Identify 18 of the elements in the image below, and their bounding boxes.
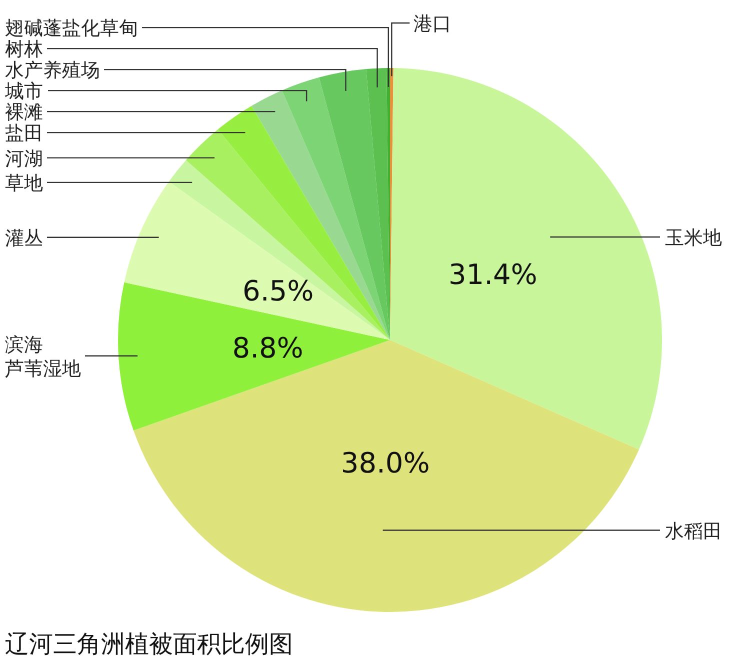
text: 辽河三角洲植被面积比例图 — [5, 630, 293, 658]
data-label: 6.5% — [242, 274, 314, 308]
data-label: 38.0% — [340, 446, 430, 480]
slice-label: 草地 — [5, 172, 43, 194]
slice-label: 玉米地 — [665, 226, 722, 249]
slice-label: 城市 — [4, 80, 43, 103]
slice-label: 盐田 — [5, 122, 43, 145]
slice-label: 水稻田 — [665, 520, 722, 542]
slice-label: 河湖 — [5, 148, 43, 170]
data-label: 31.4% — [448, 258, 538, 291]
slice-label: 滨海芦苇湿地 — [5, 334, 81, 380]
slice-label: 水产养殖场 — [5, 60, 100, 82]
slice-label: 裸滩 — [5, 102, 43, 124]
slice-label: 灌丛 — [5, 227, 43, 250]
slice-label: 树林 — [5, 38, 43, 61]
slice-label: 港口 — [414, 13, 452, 35]
data-label: 8.8% — [232, 332, 304, 365]
slice-label: 翅碱蓬盐化草甸 — [5, 18, 138, 40]
